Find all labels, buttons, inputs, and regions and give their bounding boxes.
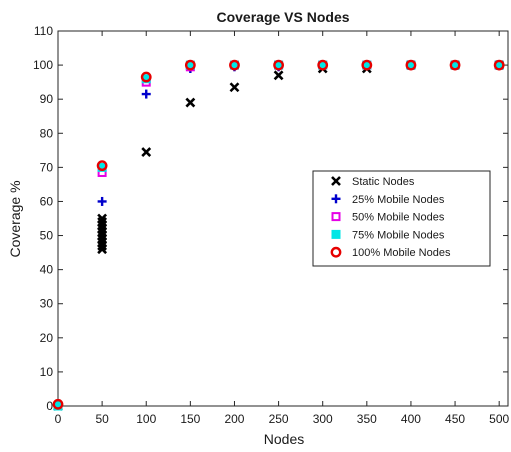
y-tick-label: 10 bbox=[40, 365, 54, 379]
legend-marker bbox=[331, 212, 341, 222]
y-tick-label: 70 bbox=[40, 160, 54, 174]
legend-label: 75% Mobile Nodes bbox=[352, 229, 445, 241]
legend-marker bbox=[331, 194, 341, 204]
data-series bbox=[52, 59, 505, 411]
x-tick-label: 200 bbox=[224, 412, 244, 426]
legend-marker bbox=[330, 246, 342, 258]
data-point bbox=[52, 398, 64, 410]
y-tick-label: 50 bbox=[40, 229, 54, 243]
y-tick-label: 30 bbox=[40, 297, 54, 311]
data-point bbox=[273, 59, 284, 71]
data-point bbox=[96, 160, 108, 172]
x-axis: 0 50 100 150 200 250 300 350 400 450 500 bbox=[55, 31, 510, 426]
legend-marker bbox=[331, 229, 341, 239]
data-point bbox=[229, 59, 240, 71]
data-point bbox=[493, 59, 505, 71]
chart-title: Coverage VS Nodes bbox=[216, 9, 349, 25]
data-point bbox=[141, 89, 151, 99]
data-point bbox=[405, 59, 417, 71]
data-point bbox=[449, 59, 461, 71]
legend-item: 25% Mobile Nodes bbox=[331, 194, 445, 206]
y-tick-label: 60 bbox=[40, 194, 54, 208]
legend-items: Static Nodes 25% Mobile Nodes 50% Mobile N… bbox=[330, 176, 451, 259]
x-tick-label: 150 bbox=[180, 412, 200, 426]
legend-label: 50% Mobile Nodes bbox=[352, 212, 445, 224]
data-point bbox=[184, 59, 196, 71]
data-point bbox=[273, 70, 284, 81]
legend-item: Static Nodes bbox=[331, 176, 415, 188]
data-point bbox=[140, 71, 152, 83]
x-tick-label: 450 bbox=[445, 412, 465, 426]
legend-label: Static Nodes bbox=[352, 176, 415, 188]
data-point bbox=[229, 82, 240, 93]
y-tick-label: 90 bbox=[40, 92, 54, 106]
legend-marker bbox=[331, 176, 341, 186]
legend-item: 100% Mobile Nodes bbox=[330, 246, 451, 259]
y-tick-label: 100 bbox=[33, 58, 53, 72]
legend-label: 100% Mobile Nodes bbox=[352, 247, 451, 259]
data-point bbox=[97, 213, 108, 224]
y-tick-label: 110 bbox=[34, 24, 53, 38]
x-axis-label: Nodes bbox=[264, 431, 304, 447]
legend-label: 25% Mobile Nodes bbox=[352, 194, 445, 206]
data-point bbox=[317, 59, 329, 71]
x-tick-label: 400 bbox=[401, 412, 421, 426]
legend-item: 50% Mobile Nodes bbox=[331, 212, 445, 224]
y-tick-label: 80 bbox=[40, 126, 54, 140]
data-point bbox=[97, 196, 107, 206]
y-tick-label: 0 bbox=[46, 399, 53, 413]
legend-box bbox=[312, 170, 491, 267]
series-5 bbox=[52, 59, 505, 410]
y-tick-label: 20 bbox=[40, 331, 54, 345]
x-tick-label: 0 bbox=[55, 412, 62, 426]
x-tick-label: 250 bbox=[269, 412, 289, 426]
y-axis-label: Coverage % bbox=[7, 180, 23, 257]
data-point bbox=[185, 97, 196, 108]
x-tick-label: 350 bbox=[357, 412, 377, 426]
data-point bbox=[361, 59, 373, 71]
y-axis: 0 10 20 30 40 50 60 70 80 90 100 110 bbox=[33, 24, 508, 413]
y-tick-label: 40 bbox=[40, 263, 54, 277]
legend-item: 75% Mobile Nodes bbox=[331, 229, 445, 241]
x-tick-label: 50 bbox=[95, 412, 109, 426]
x-tick-label: 500 bbox=[489, 412, 509, 426]
x-tick-label: 100 bbox=[136, 412, 156, 426]
legend: Static Nodes 25% Mobile Nodes 50% Mobile N… bbox=[312, 170, 491, 267]
data-point bbox=[141, 147, 152, 157]
x-tick-label: 300 bbox=[313, 412, 333, 426]
data-point bbox=[97, 216, 108, 227]
